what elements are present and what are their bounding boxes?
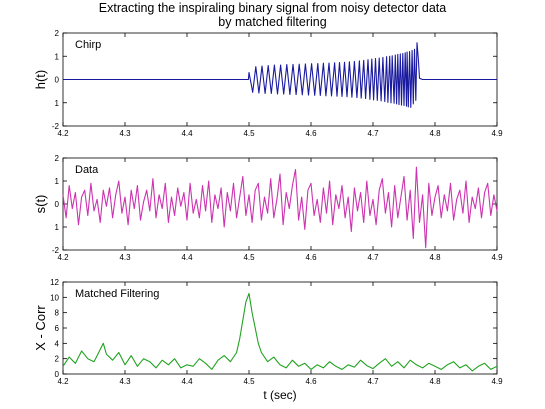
- x-axis-label: t (sec): [263, 388, 296, 402]
- x-tick-label: 4.4: [181, 253, 193, 262]
- y-tick-label: 1: [55, 52, 60, 61]
- y-axis-label: s(t): [33, 195, 48, 214]
- x-tick-label: 4.5: [243, 253, 255, 262]
- y-axis-label: h(t): [33, 70, 48, 90]
- y-axis-label: X - Corr: [33, 305, 48, 351]
- panel-annotation: Chirp: [75, 39, 101, 51]
- panel-annotation: Matched Filtering: [75, 288, 159, 300]
- x-tick-label: 4.7: [367, 129, 379, 138]
- y-tick-label: 1: [55, 223, 60, 232]
- x-tick-label: 4.7: [367, 377, 379, 386]
- plot-frame-2: [62, 157, 498, 251]
- x-tick-label: 4.6: [305, 253, 317, 262]
- y-tick-label: 8: [55, 309, 60, 318]
- x-tick-label: 4.3: [119, 129, 131, 138]
- x-tick-label: 4.7: [367, 253, 379, 262]
- y-tick-label: 4: [55, 339, 60, 348]
- x-tick-label: 4.5: [243, 377, 255, 386]
- y-tick-label: 1: [55, 177, 60, 186]
- y-tick-label: 0: [55, 370, 60, 379]
- panel-annotation: Data: [75, 164, 99, 176]
- y-tick-label: 12: [50, 278, 59, 287]
- x-tick-label: 4.4: [181, 377, 193, 386]
- series-line: [62, 292, 498, 372]
- x-tick-label: 4.2: [57, 377, 69, 386]
- y-tick-label: -2: [52, 122, 60, 131]
- x-tick-label: 4.9: [491, 253, 503, 262]
- y-tick-label: 2: [55, 355, 60, 364]
- x-tick-label: 4.8: [429, 377, 441, 386]
- x-tick-label: 4.3: [119, 377, 131, 386]
- y-tick-label: 0: [55, 200, 60, 209]
- x-tick-label: 4.8: [429, 253, 441, 262]
- y-tick-label: 2: [55, 154, 60, 163]
- x-tick-label: 4.6: [305, 377, 317, 386]
- x-tick-label: 4.4: [181, 129, 193, 138]
- series-line: [62, 166, 498, 249]
- y-tick-label: -2: [52, 246, 60, 255]
- x-tick-label: 4.8: [429, 129, 441, 138]
- chart-title-line-1: Extracting the inspiraling binary signal…: [98, 1, 447, 15]
- x-tick-label: 4.2: [57, 129, 69, 138]
- x-tick-label: 4.5: [243, 129, 255, 138]
- y-tick-label: 1: [55, 99, 60, 108]
- y-tick-label: 10: [50, 293, 59, 302]
- plot-frame-3: [62, 281, 498, 375]
- x-tick-label: 4.2: [57, 253, 69, 262]
- chart-title-line-2: by matched filtering: [218, 15, 327, 29]
- x-tick-label: 4.3: [119, 253, 131, 262]
- x-tick-label: 4.9: [491, 129, 503, 138]
- y-tick-label: 2: [55, 29, 60, 38]
- y-tick-label: 0: [55, 76, 60, 85]
- series-line: [63, 42, 497, 108]
- y-tick-label: 6: [55, 324, 60, 333]
- x-tick-label: 4.6: [305, 129, 317, 138]
- x-tick-label: 4.9: [491, 377, 503, 386]
